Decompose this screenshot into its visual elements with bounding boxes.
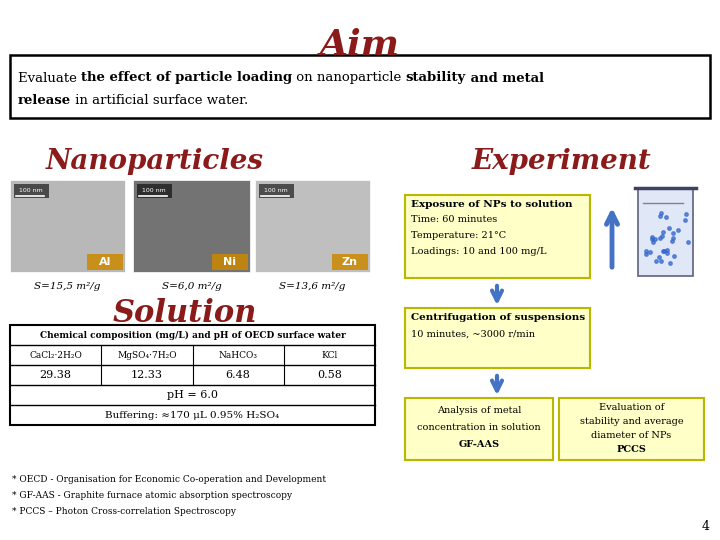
Bar	[14, 184, 49, 198]
Text: GF-AAS: GF-AAS	[459, 440, 500, 449]
Bar	[405, 308, 590, 368]
Text: 100 nm: 100 nm	[264, 188, 288, 193]
Text: Temperature: 21°C: Temperature: 21°C	[411, 231, 506, 240]
Bar	[559, 398, 704, 460]
Text: * PCCS – Photon Cross-correlation Spectroscopy: * PCCS – Photon Cross-correlation Spectr…	[12, 507, 236, 516]
Text: stability: stability	[406, 71, 466, 84]
Bar	[137, 184, 172, 198]
Text: KCl: KCl	[321, 350, 338, 360]
Text: on nanoparticle: on nanoparticle	[292, 71, 406, 84]
Text: NaHCO₃: NaHCO₃	[219, 350, 258, 360]
Text: and metal: and metal	[466, 71, 544, 84]
Text: 10 minutes, ~3000 r/min: 10 minutes, ~3000 r/min	[411, 330, 535, 339]
Text: Evaluate: Evaluate	[18, 71, 81, 84]
Text: 12.33: 12.33	[131, 370, 163, 380]
Text: CaCl₂·2H₂O: CaCl₂·2H₂O	[30, 350, 82, 360]
Text: Exposure of NPs to solution: Exposure of NPs to solution	[411, 200, 572, 209]
Bar	[133, 180, 250, 272]
Text: Nanoparticles: Nanoparticles	[46, 148, 264, 175]
Text: 29.38: 29.38	[40, 370, 71, 380]
Text: the effect of particle loading: the effect of particle loading	[81, 71, 292, 84]
Bar	[87, 254, 123, 270]
Bar	[332, 254, 368, 270]
Text: 100 nm: 100 nm	[142, 188, 166, 193]
Text: Ni: Ni	[223, 257, 236, 267]
Bar	[10, 55, 710, 118]
Text: 4: 4	[702, 520, 710, 533]
Text: 6.48: 6.48	[225, 370, 251, 380]
Text: * GF-AAS - Graphite furnace atomic absorption spectroscopy: * GF-AAS - Graphite furnace atomic absor…	[12, 491, 292, 500]
Bar	[405, 398, 553, 460]
Bar	[255, 180, 370, 272]
Text: Al: Al	[99, 257, 111, 267]
Text: Loadings: 10 and 100 mg/L: Loadings: 10 and 100 mg/L	[411, 247, 546, 256]
Text: release: release	[18, 93, 71, 106]
Text: Analysis of metal: Analysis of metal	[437, 406, 521, 415]
Text: Experiment: Experiment	[472, 148, 652, 175]
Bar	[638, 188, 693, 276]
Text: S=15,5 m²/g: S=15,5 m²/g	[35, 282, 101, 291]
Text: in artificial surface water.: in artificial surface water.	[71, 93, 248, 106]
Text: 0.58: 0.58	[317, 370, 342, 380]
Text: stability and average: stability and average	[580, 417, 683, 426]
Text: Time: 60 minutes: Time: 60 minutes	[411, 215, 498, 224]
Bar	[10, 325, 375, 425]
Text: Centrifugation of suspensions: Centrifugation of suspensions	[411, 313, 585, 322]
Text: diameter of NPs: diameter of NPs	[591, 431, 672, 440]
Text: S=6,0 m²/g: S=6,0 m²/g	[161, 282, 221, 291]
Text: * OECD - Organisation for Economic Co-operation and Development: * OECD - Organisation for Economic Co-op…	[12, 475, 326, 484]
Text: concentration in solution: concentration in solution	[417, 423, 541, 432]
Bar	[259, 184, 294, 198]
Text: S=13,6 m²/g: S=13,6 m²/g	[279, 282, 346, 291]
Text: Buffering: ≈170 μL 0.95% H₂SO₄: Buffering: ≈170 μL 0.95% H₂SO₄	[105, 410, 279, 420]
Text: Solution: Solution	[113, 298, 257, 329]
Text: 100 nm: 100 nm	[19, 188, 43, 193]
Text: PCCS: PCCS	[616, 445, 647, 454]
Bar	[212, 254, 248, 270]
Text: Aim: Aim	[320, 28, 400, 62]
Text: Chemical composition (mg/L) and pH of OECD surface water: Chemical composition (mg/L) and pH of OE…	[40, 330, 346, 340]
Text: Zn: Zn	[342, 257, 358, 267]
Text: MgSO₄·7H₂O: MgSO₄·7H₂O	[117, 350, 176, 360]
Text: pH = 6.0: pH = 6.0	[167, 390, 218, 400]
Bar	[405, 195, 590, 278]
Text: Evaluation of: Evaluation of	[599, 403, 664, 412]
Bar	[10, 180, 125, 272]
